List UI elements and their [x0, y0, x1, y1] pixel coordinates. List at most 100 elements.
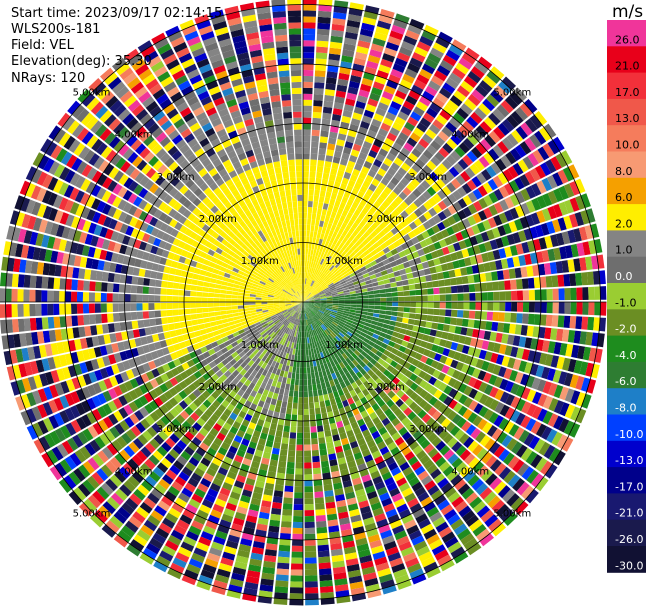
- velocity-gate: [410, 111, 422, 122]
- velocity-gate: [116, 436, 128, 448]
- velocity-gate: [235, 555, 249, 564]
- velocity-gate: [19, 333, 27, 347]
- velocity-gate: [380, 297, 387, 302]
- velocity-gate: [142, 294, 149, 302]
- velocity-gate: [5, 273, 13, 287]
- velocity-gate: [546, 175, 558, 189]
- velocity-gate: [439, 339, 447, 347]
- velocity-gate: [231, 341, 239, 348]
- velocity-gate: [190, 291, 197, 297]
- velocity-gate: [192, 325, 200, 332]
- velocity-gate: [348, 234, 355, 242]
- velocity-gate: [398, 345, 407, 353]
- velocity-gate: [329, 274, 336, 280]
- velocity-gate: [173, 393, 183, 404]
- velocity-gate: [370, 214, 378, 222]
- velocity-gate: [416, 450, 427, 460]
- velocity-gate: [426, 506, 440, 518]
- velocity-gate: [113, 242, 122, 253]
- velocity-gate: [356, 346, 364, 354]
- velocity-gate: [325, 495, 335, 503]
- velocity-gate: [309, 330, 313, 337]
- velocity-gate: [142, 362, 151, 373]
- velocity-gate: [404, 157, 415, 168]
- velocity-gate: [360, 246, 368, 253]
- velocity-gate: [299, 302, 303, 307]
- velocity-gate: [332, 329, 339, 336]
- velocity-gate: [44, 433, 56, 448]
- velocity-gate: [86, 397, 97, 410]
- velocity-gate: [381, 417, 391, 427]
- velocity-gate: [197, 394, 207, 403]
- velocity-gate: [334, 200, 341, 208]
- velocity-gate: [337, 207, 344, 215]
- velocity-gate: [154, 303, 161, 310]
- velocity-gate: [412, 227, 421, 236]
- velocity-gate: [253, 280, 260, 285]
- velocity-gate: [363, 517, 375, 526]
- velocity-gate: [311, 354, 316, 361]
- velocity-gate: [492, 312, 500, 322]
- velocity-gate: [239, 317, 247, 323]
- velocity-gate: [506, 438, 518, 451]
- velocity-gate: [312, 329, 316, 336]
- velocity-gate: [397, 312, 404, 318]
- velocity-gate: [323, 363, 329, 370]
- velocity-gate: [317, 544, 330, 552]
- velocity-gate: [423, 501, 436, 513]
- velocity-gate: [228, 347, 236, 355]
- velocity-gate: [329, 174, 336, 182]
- velocity-gate: [202, 390, 211, 399]
- velocity-gate: [188, 383, 197, 392]
- velocity-gate: [435, 456, 447, 468]
- velocity-gate: [173, 343, 181, 351]
- velocity-gate: [331, 308, 338, 311]
- velocity-gate: [354, 217, 362, 225]
- velocity-gate: [330, 125, 339, 133]
- velocity-gate: [18, 363, 28, 378]
- velocity-gate: [349, 193, 357, 201]
- velocity-gate: [356, 157, 365, 166]
- velocity-gate: [454, 478, 467, 491]
- velocity-gate: [308, 300, 315, 302]
- velocity-gate: [303, 302, 307, 308]
- velocity-gate: [309, 171, 316, 178]
- velocity-gate: [354, 269, 362, 275]
- velocity-gate: [367, 245, 375, 253]
- velocity-gate: [472, 368, 481, 379]
- velocity-gate: [570, 287, 577, 300]
- velocity-gate: [159, 257, 167, 265]
- velocity-gate: [448, 399, 458, 410]
- velocity-gate: [517, 159, 529, 173]
- velocity-gate: [269, 519, 280, 527]
- velocity-gate: [425, 357, 434, 366]
- velocity-gate: [424, 237, 433, 246]
- velocity-gate: [387, 441, 397, 451]
- velocity-gate: [102, 403, 113, 416]
- velocity-gate: [498, 312, 505, 322]
- velocity-gate: [199, 442, 209, 452]
- velocity-gate: [343, 325, 350, 331]
- velocity-gate: [394, 498, 406, 508]
- velocity-gate: [244, 310, 251, 315]
- velocity-gate: [345, 98, 356, 107]
- velocity-gate: [164, 242, 173, 251]
- velocity-gate: [393, 408, 403, 417]
- velocity-gate: [360, 83, 372, 93]
- velocity-gate: [314, 76, 325, 83]
- velocity-gate: [487, 302, 494, 311]
- velocity-gate: [322, 267, 328, 273]
- velocity-gate: [416, 184, 426, 194]
- velocity-gate: [420, 180, 431, 190]
- velocity-gate: [61, 440, 74, 455]
- velocity-gate: [113, 511, 127, 524]
- velocity-gate: [261, 293, 268, 297]
- velocity-gate: [184, 302, 191, 309]
- velocity-gate: [190, 472, 202, 483]
- velocity-gate: [597, 333, 605, 348]
- velocity-gate: [371, 320, 378, 326]
- velocity-gate: [226, 417, 235, 426]
- velocity-gate: [413, 127, 425, 138]
- velocity-gate: [389, 557, 404, 568]
- velocity-gate: [493, 188, 504, 201]
